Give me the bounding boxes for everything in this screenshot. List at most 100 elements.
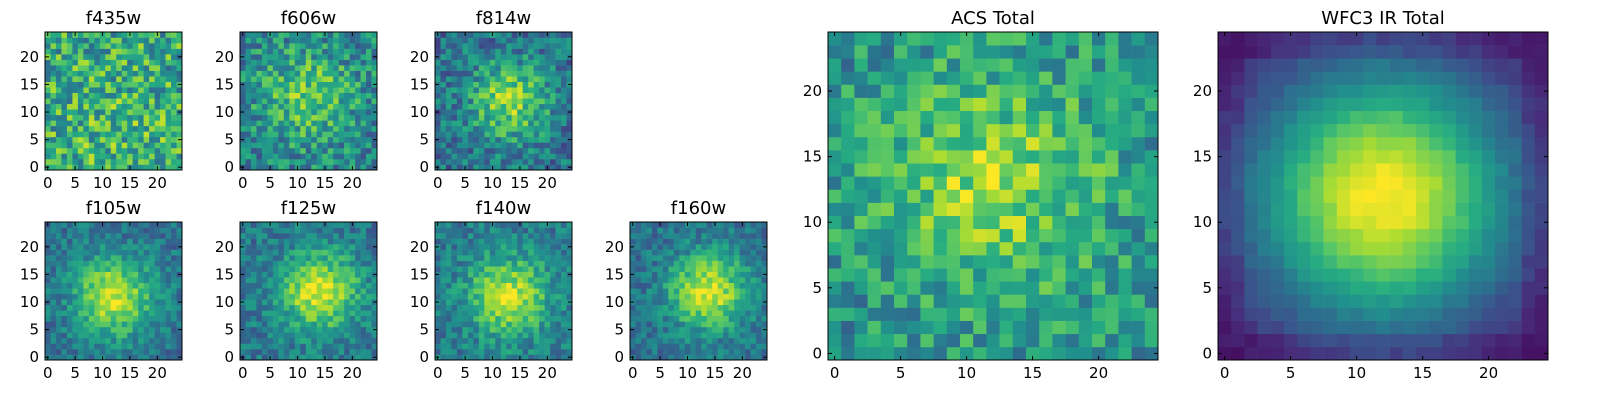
heatmap-cell bbox=[462, 271, 469, 278]
heatmap-cell bbox=[451, 142, 458, 149]
heatmap-cell bbox=[1039, 228, 1053, 243]
heatmap-cell bbox=[333, 131, 339, 138]
heatmap-cell bbox=[561, 260, 567, 267]
heatmap-cell bbox=[517, 293, 523, 300]
heatmap-cell bbox=[489, 114, 496, 121]
heatmap-cell bbox=[77, 315, 84, 322]
heatmap-cell bbox=[88, 125, 95, 132]
heatmap-cell bbox=[72, 48, 79, 55]
heatmap-cell bbox=[127, 304, 133, 311]
heatmap-cell bbox=[300, 304, 307, 311]
heatmap-cell bbox=[66, 120, 73, 127]
heatmap-cell bbox=[701, 315, 708, 322]
heatmap-cell bbox=[245, 32, 252, 38]
heatmap-cell bbox=[256, 103, 263, 110]
heatmap-cell bbox=[283, 87, 290, 94]
heatmap-cell bbox=[61, 233, 68, 239]
heatmap-cell bbox=[473, 43, 480, 49]
heatmap-cell bbox=[171, 131, 177, 138]
heatmap-cell bbox=[94, 288, 101, 295]
heatmap-cell bbox=[83, 337, 90, 344]
heatmap-cell bbox=[440, 238, 447, 245]
heatmap-cell bbox=[1131, 176, 1146, 190]
heatmap-cell bbox=[1092, 255, 1106, 269]
heatmap-cell bbox=[371, 76, 378, 82]
heatmap-cell bbox=[1012, 202, 1027, 216]
heatmap-cell bbox=[456, 37, 463, 44]
heatmap-cell bbox=[160, 244, 166, 250]
heatmap-cell bbox=[533, 282, 540, 289]
heatmap-cell bbox=[539, 233, 545, 239]
heatmap-cell bbox=[94, 271, 101, 278]
heatmap-cell bbox=[1131, 255, 1146, 269]
heatmap-cell bbox=[750, 304, 757, 311]
heatmap-cell bbox=[272, 343, 279, 350]
y-tick-label: 0 bbox=[419, 348, 429, 366]
heatmap-cell bbox=[366, 70, 372, 77]
heatmap-cell bbox=[349, 310, 356, 317]
heatmap-cell bbox=[445, 288, 452, 295]
heatmap-cell bbox=[99, 299, 106, 306]
heatmap-cell bbox=[500, 70, 507, 77]
heatmap-cell bbox=[539, 315, 545, 322]
heatmap-cell bbox=[83, 37, 90, 44]
heatmap-cell bbox=[72, 87, 79, 94]
heatmap-cell bbox=[267, 125, 274, 132]
heatmap-cell bbox=[366, 92, 372, 99]
heatmap-cell bbox=[300, 65, 307, 71]
heatmap-cell bbox=[522, 147, 529, 154]
heatmap-cell bbox=[473, 92, 480, 99]
heatmap-cell bbox=[1118, 202, 1132, 216]
heatmap-cell bbox=[165, 288, 172, 295]
heatmap-cell bbox=[511, 120, 518, 127]
heatmap-cell bbox=[278, 343, 285, 350]
heatmap-cell bbox=[539, 103, 545, 110]
heatmap-cell bbox=[300, 271, 307, 278]
heatmap-cell bbox=[728, 260, 735, 267]
heatmap-cell bbox=[149, 332, 155, 339]
heatmap-cell bbox=[160, 343, 166, 350]
heatmap-cell bbox=[467, 288, 474, 295]
heatmap-cell bbox=[673, 348, 680, 355]
heatmap-cell bbox=[522, 343, 529, 350]
heatmap-cell bbox=[750, 288, 757, 295]
heatmap-cell bbox=[1026, 189, 1040, 203]
heatmap-cell bbox=[1039, 307, 1053, 321]
heatmap-cell bbox=[322, 337, 328, 344]
heatmap-cell bbox=[511, 125, 518, 132]
heatmap-cell bbox=[651, 326, 658, 333]
heatmap-cell bbox=[539, 114, 545, 121]
heatmap-cell bbox=[278, 271, 285, 278]
heatmap-cell bbox=[467, 282, 474, 289]
heatmap-cell bbox=[712, 321, 718, 328]
heatmap-cell bbox=[267, 249, 274, 256]
heatmap-cell bbox=[528, 299, 534, 306]
heatmap-cell bbox=[750, 277, 757, 284]
heatmap-cell bbox=[544, 299, 551, 306]
heatmap-cell bbox=[646, 343, 653, 350]
heatmap-cell bbox=[83, 147, 90, 154]
heatmap-cell bbox=[478, 81, 485, 88]
heatmap-cell bbox=[717, 244, 724, 250]
heatmap-cell bbox=[77, 153, 84, 160]
heatmap-cell bbox=[138, 249, 144, 256]
heatmap-cell bbox=[462, 59, 469, 66]
heatmap-cell bbox=[360, 92, 367, 99]
heatmap-cell bbox=[94, 310, 101, 317]
heatmap-cell bbox=[121, 114, 128, 121]
heatmap-cell bbox=[261, 238, 268, 245]
heatmap-cell bbox=[500, 315, 507, 322]
heatmap-cell bbox=[289, 348, 296, 355]
heatmap-cell bbox=[462, 120, 469, 127]
heatmap-cell bbox=[657, 233, 664, 239]
heatmap-cell bbox=[360, 65, 367, 71]
heatmap-cell bbox=[110, 147, 117, 154]
heatmap-cell bbox=[110, 76, 117, 82]
heatmap-cell bbox=[555, 288, 562, 295]
heatmap-cell bbox=[338, 282, 345, 289]
heatmap-cell bbox=[371, 125, 378, 132]
heatmap-cell bbox=[272, 48, 279, 55]
heatmap-cell bbox=[522, 109, 529, 116]
heatmap-cell bbox=[143, 343, 150, 350]
heatmap-cell bbox=[371, 87, 378, 94]
